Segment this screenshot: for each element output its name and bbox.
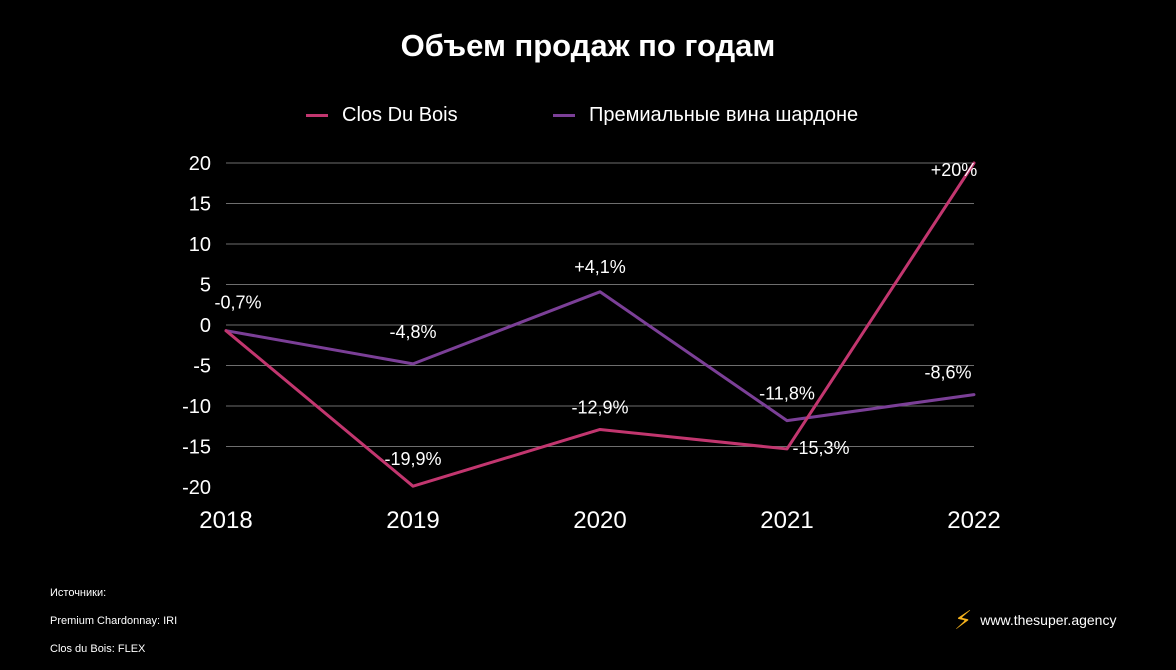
data-label: -19,9% [384,449,441,469]
chart-title: Объем продаж по годам [400,28,776,63]
source-premium-chardonnay: Premium Chardonnay: IRI [50,615,178,627]
legend-swatch-clos-du-bois [306,114,328,117]
x-tick-label: 2022 [947,507,1000,534]
sources-title: Источники: [50,587,107,599]
legend-item-premium-chardonnay: Премиальные вина шардоне [553,104,858,127]
data-label: -12,9% [571,397,628,417]
x-tick-label: 2018 [199,507,252,534]
y-tick-label: 0 [200,315,211,337]
series-line-premium-chardonnay [224,290,976,423]
x-tick-label: 2020 [573,507,626,534]
data-label: -8,6% [924,363,971,383]
source-clos-du-bois: Clos du Bois: FLEX [50,643,146,655]
y-tick-label: 20 [189,153,211,175]
data-label: +20% [931,160,978,180]
brand-text: www.thesuper.agency [980,612,1117,628]
legend-item-clos-du-bois: Clos Du Bois [306,104,458,127]
sources-block: Источники: Premium Chardonnay: IRI Clos … [50,586,177,670]
y-tick-label: 15 [189,194,211,216]
y-tick-label: -15 [182,437,211,459]
legend-label-premium-chardonnay: Премиальные вина шардоне [589,104,859,126]
legend-label-clos-du-bois: Clos Du Bois [342,104,458,126]
y-tick-label: -20 [182,477,211,499]
legend-swatch-premium-chardonnay [553,114,575,117]
chart-legend: Clos Du Bois Премиальные вина шардоне [0,104,1176,130]
lightning-icon: ⚡ [954,605,973,635]
data-label: -4,8% [389,322,436,342]
brand-link[interactable]: ⚡ www.thesuper.agency [954,607,1116,633]
data-label: -0,7% [214,293,261,313]
data-label: +4,1% [574,257,626,277]
y-tick-label: 5 [200,275,211,297]
data-label: -11,8% [759,384,815,404]
x-tick-label: 2021 [760,507,813,534]
y-tick-label: 10 [189,234,211,256]
y-tick-label: -5 [193,356,211,378]
data-label: -15,3% [792,438,849,458]
x-tick-label: 2019 [386,507,439,534]
series-line-clos-du-bois [224,161,976,488]
y-tick-label: -10 [182,396,211,418]
